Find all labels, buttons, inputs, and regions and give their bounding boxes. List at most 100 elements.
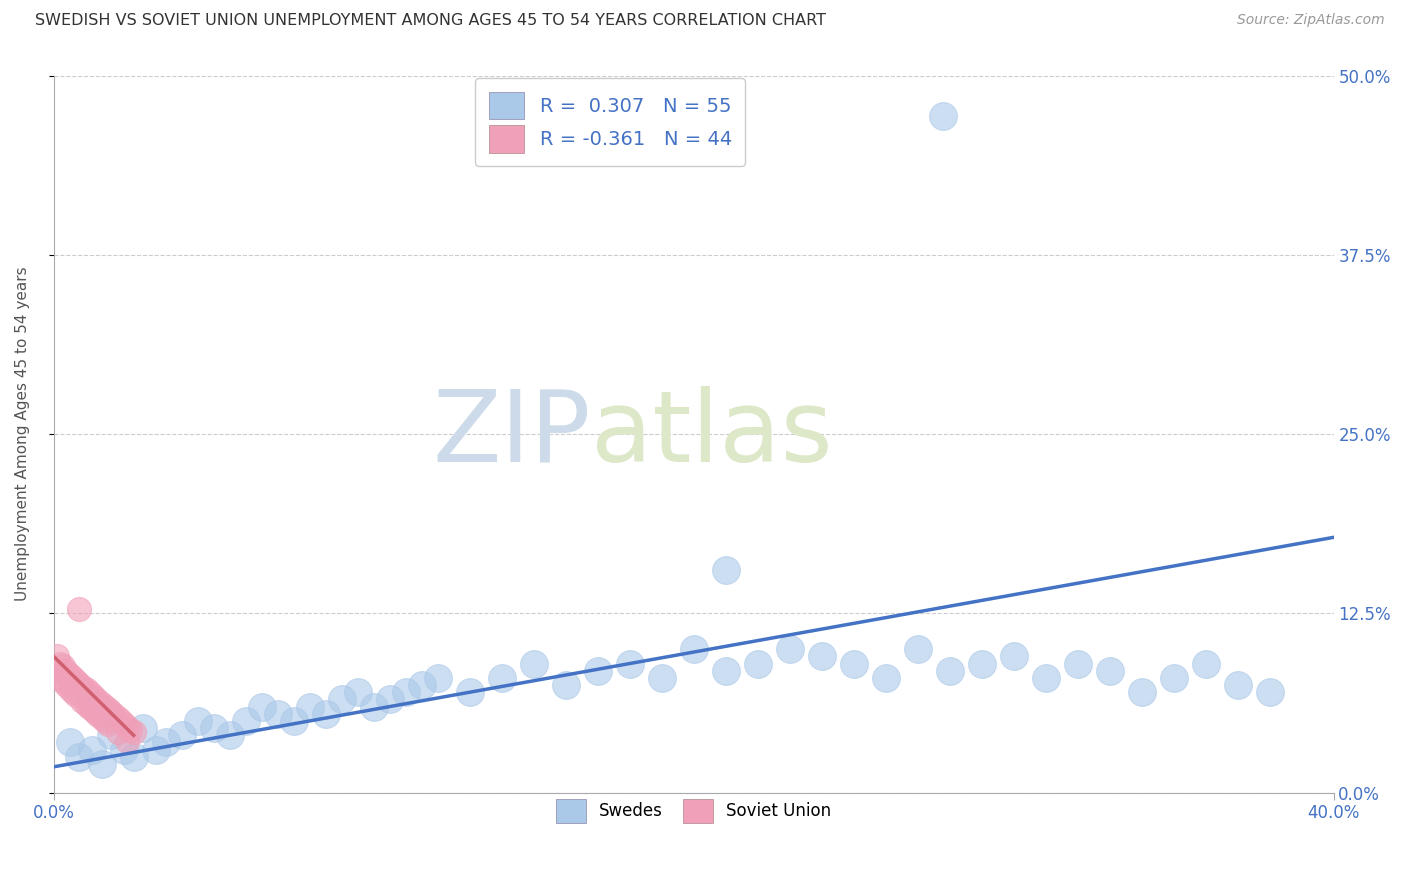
Point [115, 734, 138, 748]
Point [90, 697, 112, 711]
Point [394, 685, 416, 699]
Point [187, 714, 209, 728]
Point [1194, 657, 1216, 671]
Point [779, 642, 801, 657]
Point [411, 678, 433, 692]
Point [330, 692, 353, 706]
Point [1066, 657, 1088, 671]
Text: atlas: atlas [591, 385, 832, 483]
Point [586, 664, 609, 678]
Point [67, 749, 90, 764]
Point [87, 694, 110, 708]
Point [1002, 649, 1025, 664]
Point [970, 657, 993, 671]
Point [87, 708, 110, 723]
Point [714, 563, 737, 577]
Point [103, 708, 125, 723]
Point [97, 716, 120, 731]
Point [59, 682, 82, 697]
Point [250, 699, 273, 714]
Point [59, 735, 82, 749]
Point [110, 714, 132, 728]
Point [810, 649, 832, 664]
Point [45, 649, 67, 664]
Point [875, 671, 897, 685]
Point [122, 725, 145, 739]
Text: SWEDISH VS SOVIET UNION UNEMPLOYMENT AMONG AGES 45 TO 54 YEARS CORRELATION CHART: SWEDISH VS SOVIET UNION UNEMPLOYMENT AMO… [35, 13, 827, 29]
Point [107, 711, 129, 725]
Text: Source: ZipAtlas.com: Source: ZipAtlas.com [1237, 13, 1385, 28]
Point [97, 702, 120, 716]
Point [67, 676, 90, 690]
Point [458, 685, 481, 699]
Point [115, 720, 138, 734]
Point [49, 671, 72, 685]
Point [90, 756, 112, 771]
Point [202, 721, 225, 735]
Text: ZIP: ZIP [433, 385, 591, 483]
Point [1226, 678, 1249, 692]
Point [522, 657, 544, 671]
Point [155, 735, 177, 749]
Point [554, 678, 576, 692]
Point [90, 711, 112, 725]
Point [938, 664, 960, 678]
Point [932, 109, 955, 123]
Point [426, 671, 449, 685]
Point [235, 714, 257, 728]
Point [107, 725, 129, 739]
Point [52, 673, 75, 688]
Point [59, 668, 82, 682]
Point [49, 657, 72, 671]
Point [72, 694, 94, 708]
Point [651, 671, 673, 685]
Point [266, 706, 288, 721]
Point [94, 714, 117, 728]
Point [298, 699, 321, 714]
Point [84, 691, 107, 706]
Point [65, 673, 87, 688]
Point [363, 699, 385, 714]
Point [491, 671, 513, 685]
Point [112, 716, 135, 731]
Point [45, 664, 67, 678]
Point [842, 657, 865, 671]
Point [100, 706, 122, 720]
Point [218, 728, 240, 742]
Point [1163, 671, 1185, 685]
Point [682, 642, 704, 657]
Point [907, 642, 929, 657]
Point [84, 706, 107, 720]
Point [378, 692, 401, 706]
Legend: Swedes, Soviet Union: Swedes, Soviet Union [544, 788, 844, 835]
Y-axis label: Unemployment Among Ages 45 to 54 years: Unemployment Among Ages 45 to 54 years [15, 267, 30, 601]
Point [132, 721, 155, 735]
Point [122, 749, 145, 764]
Point [55, 678, 77, 692]
Point [80, 702, 103, 716]
Point [145, 742, 167, 756]
Point [77, 699, 100, 714]
Point [77, 685, 100, 699]
Point [1258, 685, 1281, 699]
Point [1098, 664, 1121, 678]
Point [346, 685, 368, 699]
Point [94, 699, 117, 714]
Point [100, 728, 122, 742]
Point [315, 706, 337, 721]
Point [65, 688, 87, 702]
Point [55, 664, 77, 678]
Point [75, 682, 97, 697]
Point [170, 728, 193, 742]
Point [619, 657, 641, 671]
Point [283, 714, 305, 728]
Point [67, 602, 90, 616]
Point [72, 680, 94, 694]
Point [714, 664, 737, 678]
Point [112, 742, 135, 756]
Point [120, 723, 142, 737]
Point [80, 688, 103, 702]
Point [62, 671, 84, 685]
Point [1130, 685, 1153, 699]
Point [62, 685, 84, 699]
